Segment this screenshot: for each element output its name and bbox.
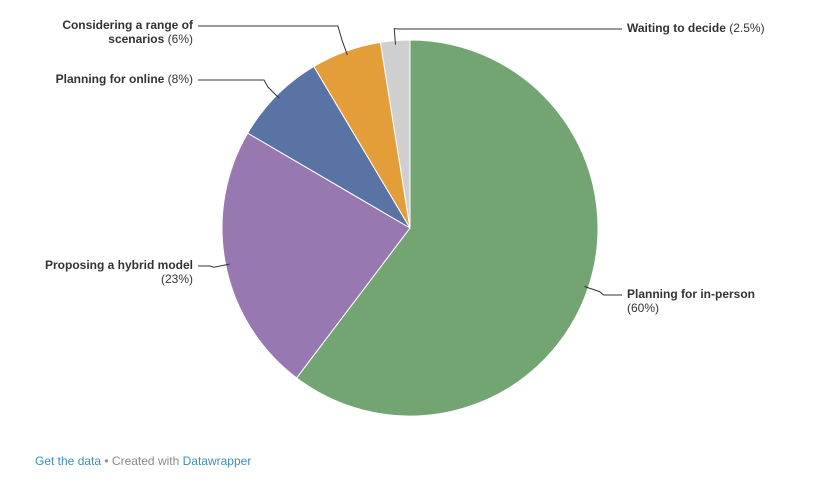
leader-line-proposing-a-hybrid-model: [198, 263, 230, 268]
leader-line-planning-for-online: [198, 79, 280, 99]
get-the-data-link[interactable]: Get the data: [35, 454, 102, 468]
leader-line-considering-a-range-of-scenarios: [198, 25, 348, 56]
pie-chart: Planning for in-person(60%) Proposing a h…: [45, 18, 765, 417]
label-planning-for-online: Planning for online (8%): [56, 72, 193, 86]
leader-line-waiting-to-decide: [393, 28, 622, 45]
label-considering-a-range-of-scenarios-line-2: scenarios (6%): [108, 32, 193, 46]
chart-footer: Get the data • Created with Datawrapper: [35, 454, 251, 468]
label-considering-a-range-of-scenarios-line-1: Considering a range of: [62, 18, 194, 32]
datawrapper-link[interactable]: Datawrapper: [182, 454, 252, 468]
pie-slices: [221, 39, 599, 417]
pct-planning-for-in-person: (60%): [627, 301, 659, 315]
pct-proposing-a-hybrid-model: (23%): [161, 272, 193, 286]
footer-credit-text: • Created with: [101, 454, 183, 468]
label-planning-for-in-person: Planning for in-person: [627, 287, 755, 301]
pie-labels: Planning for in-person(60%) Proposing a h…: [45, 18, 765, 315]
label-proposing-a-hybrid-model: Proposing a hybrid model: [45, 258, 193, 272]
label-waiting-to-decide: Waiting to decide (2.5%): [627, 21, 765, 35]
leader-line-planning-for-in-person: [584, 286, 622, 296]
